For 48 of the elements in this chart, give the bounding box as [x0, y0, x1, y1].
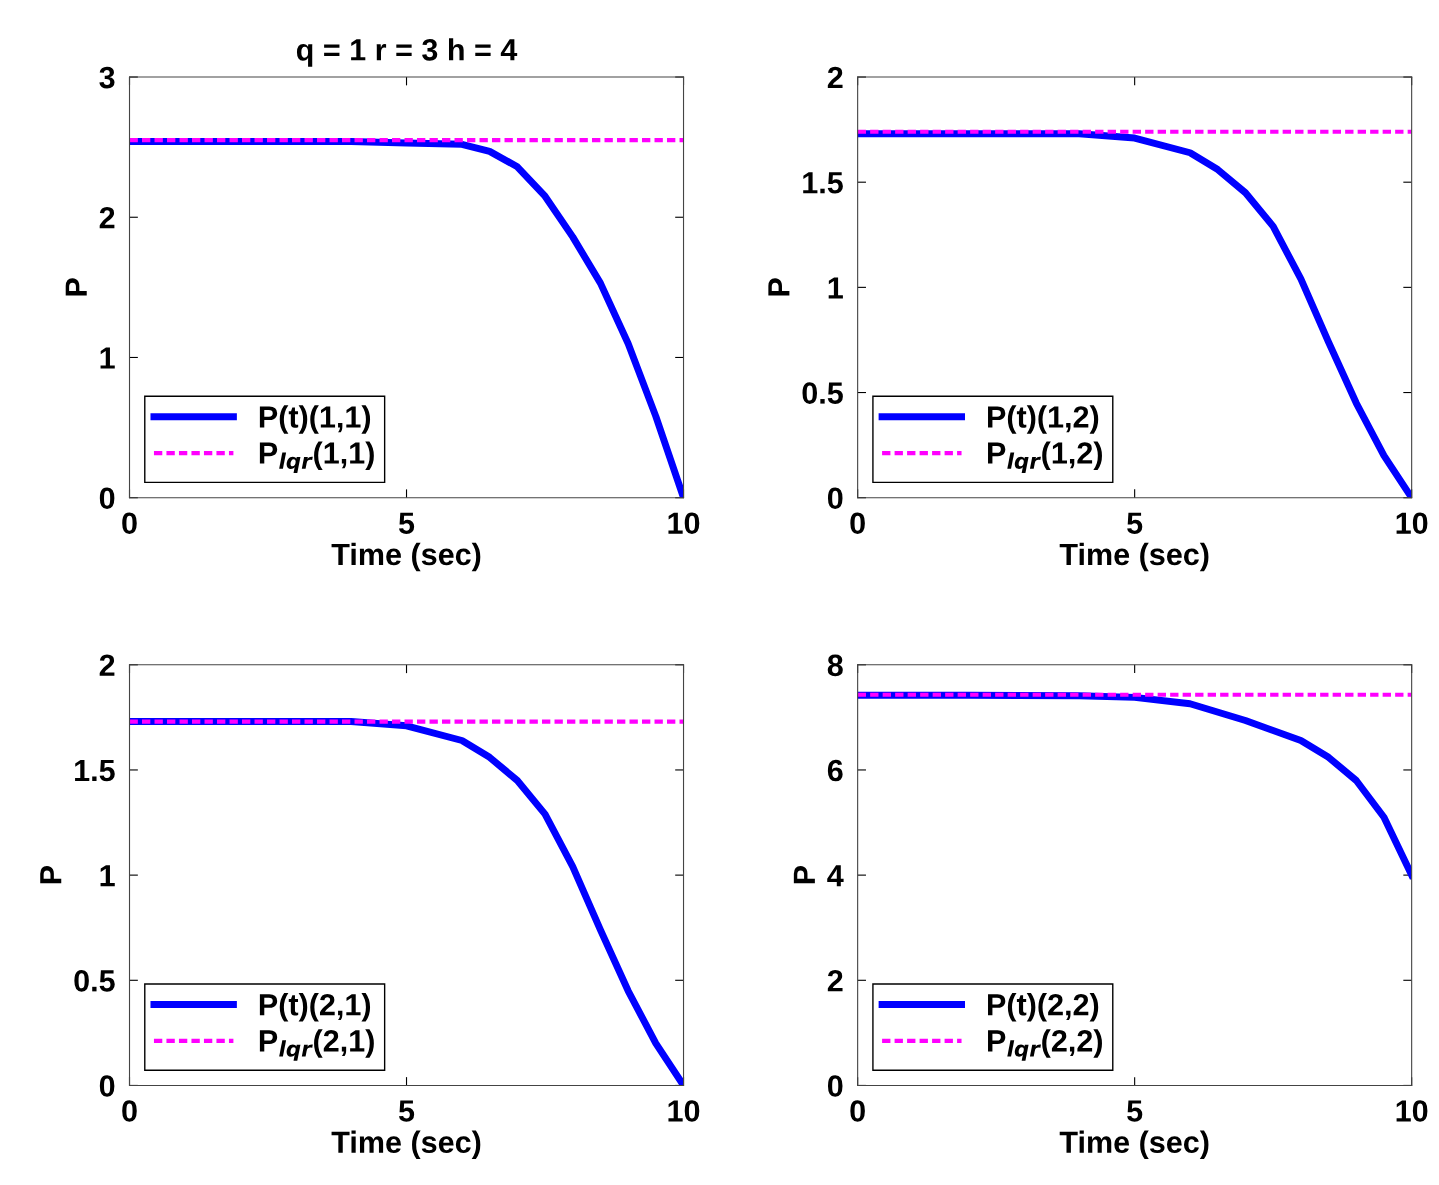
legend-label: P$_{lqr}$(2,2)	[988, 1029, 1102, 1061]
y-tick-label: 8	[827, 654, 843, 677]
y-tick-label: 1	[828, 277, 843, 299]
x-tick-label: 10	[1396, 1100, 1428, 1122]
y-tick-label: 2	[99, 206, 115, 229]
y-tick-label: 1	[100, 347, 115, 369]
y-tick-label: 2	[827, 970, 843, 992]
y-tick-label: 0	[827, 487, 843, 510]
y-tick-label: 1.5	[75, 760, 115, 782]
y-tick-label: 1.5	[803, 172, 843, 194]
y-tick-label: 6	[827, 759, 843, 782]
y-tick-label: 1	[100, 865, 115, 887]
x-tick-label: 0	[122, 512, 137, 535]
y-tick-label: 0	[99, 487, 115, 510]
y-axis-title: P	[40, 865, 62, 884]
y-axis-title: P	[768, 278, 790, 296]
x-tick-label: 0	[850, 512, 865, 535]
x-tick-label: 10	[668, 1100, 700, 1122]
x-tick-label: 5	[398, 1100, 415, 1122]
x-tick-label: 5	[398, 512, 415, 535]
y-tick-label: 4	[827, 865, 844, 887]
x-tick-label: 10	[668, 512, 700, 535]
y-tick-label: 0.5	[74, 970, 115, 992]
y-tick-label: 0	[827, 1075, 843, 1097]
x-tick-label: 0	[850, 1100, 865, 1122]
y-axis-title: P	[65, 278, 87, 296]
legend-label: P(t)(2,2)	[988, 993, 1099, 1022]
legend-label: P$_{lqr}$(1,1)	[259, 441, 374, 474]
y-tick-label: 2	[99, 654, 115, 676]
chart-title: q = 1 r = 3 h = 4	[296, 38, 518, 67]
legend-label: P(t)(1,2)	[988, 405, 1099, 434]
y-tick-label: 0	[99, 1075, 115, 1097]
x-tick-label: 0	[122, 1100, 137, 1122]
y-tick-label: 3	[99, 66, 115, 89]
x-tick-label: 10	[1396, 512, 1428, 535]
x-axis-title: Time (sec)	[331, 542, 481, 572]
y-axis-title: P	[793, 865, 815, 884]
legend-label: P$_{lqr}$(2,1)	[259, 1029, 374, 1061]
x-axis-title: Time (sec)	[331, 1130, 481, 1160]
legend-label: P(t)(1,1)	[259, 405, 371, 434]
y-tick-label: 2	[827, 66, 843, 89]
x-tick-label: 5	[1127, 1100, 1143, 1122]
x-axis-title: Time (sec)	[1059, 1130, 1209, 1160]
legend-label: P(t)(2,1)	[259, 993, 371, 1022]
x-tick-label: 5	[1127, 512, 1143, 535]
legend-label: P$_{lqr}$(1,2)	[988, 441, 1102, 474]
y-tick-label: 0.5	[802, 382, 843, 404]
x-axis-title: Time (sec)	[1059, 542, 1209, 572]
